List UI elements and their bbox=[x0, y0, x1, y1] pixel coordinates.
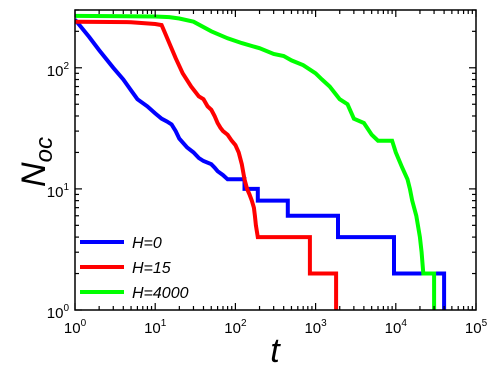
x-tick-label: 100 bbox=[64, 318, 87, 337]
legend-label-1: H=0 bbox=[132, 235, 162, 252]
x-tick-label: 105 bbox=[465, 318, 488, 337]
plot-frame bbox=[74, 9, 477, 311]
ticks-layer bbox=[74, 9, 477, 311]
legend-label-3: H=4000 bbox=[132, 285, 189, 302]
y-tick-label: 101 bbox=[47, 182, 70, 201]
series-layer bbox=[75, 13, 447, 310]
y-tick-label: 102 bbox=[47, 61, 70, 80]
series-line-1 bbox=[75, 18, 447, 310]
legend: H=0 H=15 H=4000 bbox=[80, 235, 189, 302]
series-line-2 bbox=[75, 19, 339, 310]
tick-labels: 100 101 102 103 104 105 100 101 102 bbox=[47, 61, 488, 337]
x-axis-title: t bbox=[270, 332, 281, 369]
legend-label-2: H=15 bbox=[132, 260, 171, 277]
x-tick-label: 103 bbox=[304, 318, 327, 337]
svg-text:Noc: Noc bbox=[15, 137, 58, 187]
x-tick-label: 101 bbox=[144, 318, 167, 337]
y-axis-title-sub: oc bbox=[31, 137, 58, 162]
x-tick-label: 104 bbox=[385, 318, 408, 337]
y-axis-title-main: N bbox=[15, 162, 53, 187]
y-axis-title: Noc bbox=[15, 137, 58, 187]
x-tick-label: 102 bbox=[224, 318, 247, 337]
series-line-3 bbox=[75, 13, 437, 310]
y-tick-label: 100 bbox=[47, 303, 70, 322]
